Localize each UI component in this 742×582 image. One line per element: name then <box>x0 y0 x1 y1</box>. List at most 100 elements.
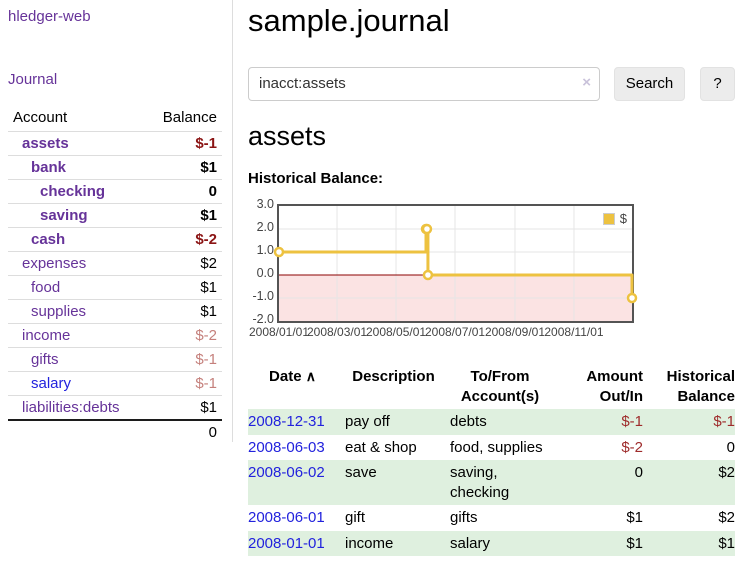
legend-swatch-icon <box>602 212 615 225</box>
legend-label: $ <box>619 211 627 227</box>
register-amount-cell: $-1 <box>621 413 643 431</box>
col-date-label: Date <box>269 368 302 386</box>
account-link[interactable]: checking <box>40 183 106 200</box>
transaction-date-link[interactable]: 2008-06-03 <box>248 438 325 456</box>
account-link[interactable]: supplies <box>31 303 87 320</box>
register-tbody: 2008-12-31 pay off debts $-1 $-1 2008-06-03 ea… <box>248 409 735 557</box>
register-accounts-cell: salary <box>450 534 491 552</box>
help-button[interactable]: ? <box>700 66 735 101</box>
account-balance: $-1 <box>145 347 222 372</box>
register-balance-cell: 0 <box>726 438 735 456</box>
x-axis-tick: 2008/01/01 <box>248 325 310 340</box>
register-description-cell: eat & shop <box>345 438 417 456</box>
search-input-wrap: × <box>248 66 600 101</box>
account-link[interactable]: food <box>31 279 61 296</box>
account-balance: $-1 <box>145 131 222 156</box>
register-amount-cell: $1 <box>626 534 643 552</box>
register-date-cell: 2008-06-02 <box>248 460 345 505</box>
register-description-cell: income <box>345 534 394 552</box>
account-link[interactable]: salary <box>31 375 72 392</box>
search-form: × Search ? <box>248 66 735 101</box>
accounts-total-row: 0 <box>8 419 222 444</box>
accounts-col-account: Account <box>13 109 68 126</box>
table-row: 2008-01-01 income salary $1 $1 <box>248 530 735 557</box>
search-button[interactable]: Search <box>614 66 685 101</box>
clear-search-icon[interactable]: × <box>582 73 591 91</box>
register-header-row: Date ∧ Description To/From Account(s) Am… <box>248 364 735 409</box>
register-balance-cell: $2 <box>718 464 735 482</box>
account-row: assets $-1 <box>8 131 222 156</box>
y-axis-tick: 0.0 <box>256 266 274 281</box>
account-balance: $1 <box>145 275 222 300</box>
account-row: gifts $-1 <box>8 347 222 372</box>
account-row: bank $1 <box>8 155 222 180</box>
transaction-date-link[interactable]: 2008-01-01 <box>248 534 325 552</box>
x-axis-tick: 2008/03/01 <box>306 325 368 340</box>
account-row: salary $-1 <box>8 371 222 396</box>
col-balance: Historical Balance <box>666 368 735 405</box>
table-row: 2008-06-01 gift gifts $1 $2 <box>248 505 735 531</box>
sidebar: hledger-web Journal Account Balance asse… <box>0 0 233 444</box>
account-link[interactable]: income <box>22 327 71 344</box>
account-row: saving $1 <box>8 203 222 228</box>
accounts-table: Account Balance assets $-1 bank $1 checking 0… <box>8 106 222 444</box>
register-date-cell: 2008-06-01 <box>248 505 345 531</box>
account-link[interactable]: expenses <box>22 255 87 272</box>
transaction-date-link[interactable]: 2008-06-01 <box>248 509 325 527</box>
account-link[interactable]: bank <box>31 159 67 176</box>
col-date[interactable]: Date ∧ <box>248 364 345 409</box>
app-title-link[interactable]: hledger-web <box>8 8 91 25</box>
register-amount-cell: $1 <box>626 509 643 527</box>
transaction-date-link[interactable]: 2008-12-31 <box>248 413 325 431</box>
x-axis-tick: 2008/05/01 <box>365 325 427 340</box>
account-row: liabilities:debts $1 <box>8 395 222 420</box>
chart-title: Historical Balance: <box>248 170 384 188</box>
main-content: sample.journal × Search ? assets Histori… <box>248 0 735 557</box>
chart-legend: $ <box>601 211 628 227</box>
col-accounts: To/From Account(s) <box>460 368 540 405</box>
register-description-cell: gift <box>345 509 366 527</box>
account-balance: $1 <box>145 203 222 228</box>
y-axis-tick: -2.0 <box>252 312 274 327</box>
accounts-col-balance: Balance <box>162 109 217 126</box>
account-heading: assets <box>248 120 327 151</box>
account-balance: $1 <box>145 299 222 324</box>
sort-ascending-icon: ∧ <box>305 368 316 385</box>
account-balance: 0 <box>145 179 222 204</box>
account-link[interactable]: gifts <box>31 351 59 368</box>
account-balance: $1 <box>145 395 222 420</box>
register-accounts-cell: food, supplies <box>450 438 543 456</box>
col-amount: Amount Out/In <box>586 368 643 405</box>
account-row: expenses $2 <box>8 251 222 276</box>
y-axis-tick: 2.0 <box>256 220 274 235</box>
transaction-date-link[interactable]: 2008-06-02 <box>248 464 325 482</box>
search-input[interactable] <box>248 66 600 101</box>
account-link[interactable]: assets <box>22 135 69 152</box>
x-axis-tick: 2008/07/01 <box>424 325 486 340</box>
x-axis-tick: 2008/09/01 <box>484 325 545 340</box>
accounts-tbody: assets $-1 bank $1 checking 0 saving $1 cash $-2 e… <box>8 131 222 420</box>
account-row: income $-2 <box>8 323 222 348</box>
account-link[interactable]: saving <box>40 207 88 224</box>
y-axis-tick: 1.0 <box>256 243 274 258</box>
chart-plot: $ <box>273 204 638 324</box>
register-balance-cell: $-1 <box>713 413 735 431</box>
accounts-total-value: 0 <box>145 419 222 444</box>
table-row: 2008-06-03 eat & shop food, supplies $-2 0 <box>248 435 735 461</box>
account-balance: $2 <box>145 251 222 276</box>
x-axis-tick: 2008/11/01 <box>544 325 604 340</box>
account-row: checking 0 <box>8 179 222 204</box>
sidebar-item-journal[interactable]: Journal <box>8 71 58 88</box>
account-balance: $-1 <box>145 371 222 396</box>
register-accounts-cell: saving, checking <box>450 464 510 501</box>
register-table: Date ∧ Description To/From Account(s) Am… <box>248 364 735 557</box>
page-title: sample.journal <box>248 3 450 38</box>
account-link[interactable]: liabilities:debts <box>22 399 120 416</box>
register-date-cell: 2008-01-01 <box>248 531 345 557</box>
account-link[interactable]: cash <box>31 231 66 248</box>
register-description-cell: pay off <box>345 413 390 431</box>
account-row: supplies $1 <box>8 299 222 324</box>
y-axis-tick: 3.0 <box>256 197 274 212</box>
y-axis-tick: -1.0 <box>252 289 274 304</box>
register-accounts-cell: gifts <box>450 509 478 527</box>
